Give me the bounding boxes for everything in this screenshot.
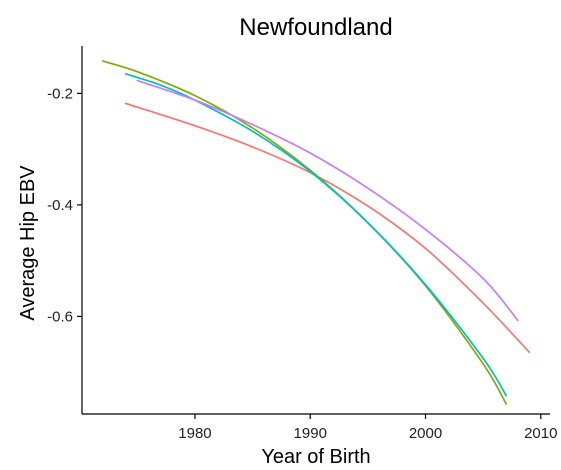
x-tick-label: 1990 [294,425,327,442]
chart-title: Newfoundland [239,14,392,41]
x-axis-label: Year of Birth [261,446,370,468]
x-axis-ticks: 1980 1990 2000 2010 [178,414,557,442]
series-lines [101,60,531,405]
y-axis-label: Average Hip EBV [17,165,39,321]
y-tick-label: -0.4 [47,197,73,214]
y-tick-label: -0.2 [47,85,73,102]
series-line-1 [124,102,531,353]
x-tick-label: 1980 [178,425,211,442]
y-axis-ticks: -0.2 -0.4 -0.6 [47,85,82,325]
series-line-3 [124,73,508,397]
x-tick-label: 2010 [524,425,557,442]
series-line-4 [136,79,519,322]
series-line-2 [101,60,508,405]
x-tick-label: 2000 [409,425,442,442]
y-tick-label: -0.6 [47,308,73,325]
